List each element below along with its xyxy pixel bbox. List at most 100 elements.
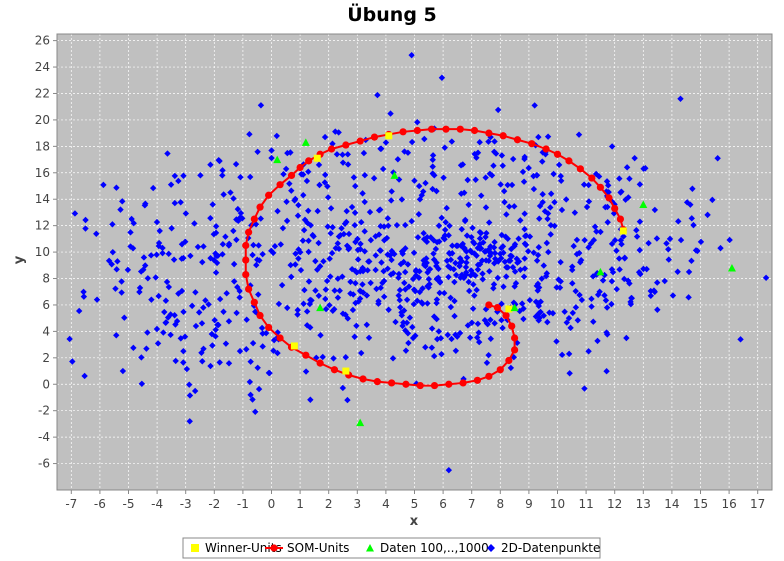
data-point (357, 268, 364, 275)
y-tick-label: 22 (35, 86, 50, 100)
data-point (557, 177, 565, 184)
data-point (677, 236, 685, 244)
data-point (255, 242, 262, 249)
data-point (623, 164, 631, 171)
data-point (636, 246, 643, 254)
data-point (603, 368, 610, 375)
data-point (223, 290, 230, 297)
data-point (247, 358, 254, 365)
x-tick-label: 4 (382, 497, 390, 511)
data-point (531, 102, 538, 109)
data-point (609, 269, 617, 276)
data-point (508, 253, 515, 260)
data-point (435, 222, 443, 229)
som-unit (485, 129, 493, 137)
data-point (645, 239, 652, 247)
data-point (530, 172, 537, 180)
data-point (430, 250, 437, 257)
data-point (225, 240, 233, 248)
data-point (737, 336, 744, 343)
data-point (485, 351, 492, 359)
data-point (254, 148, 261, 155)
som-unit (510, 334, 519, 342)
data-point (408, 138, 416, 146)
data-point (234, 283, 241, 291)
data-point (545, 248, 552, 256)
data-point (314, 207, 321, 215)
som-unit (316, 359, 324, 367)
data-point (213, 259, 221, 267)
data-point (317, 332, 324, 339)
data-point (321, 179, 329, 186)
data-point (540, 262, 547, 269)
data-point (467, 247, 474, 254)
data-point (518, 300, 526, 307)
y-axis-label: y (12, 255, 27, 264)
data-point (159, 244, 166, 252)
data-point (138, 380, 146, 387)
data-point (283, 198, 290, 205)
data-point (486, 170, 494, 177)
data-point (462, 216, 469, 224)
data-point (168, 225, 175, 232)
data-point (403, 319, 411, 326)
x-tick-label: 0 (268, 497, 276, 511)
data-point (287, 261, 294, 269)
data-point (412, 266, 420, 274)
data-point (349, 306, 357, 314)
data-point (127, 229, 134, 236)
data-point (451, 278, 458, 286)
data-point (350, 291, 357, 298)
data-point (69, 358, 76, 365)
data-point (119, 367, 127, 375)
som-unit (330, 366, 339, 374)
data-point (498, 317, 505, 324)
data-point (451, 297, 458, 305)
data-point (334, 294, 342, 301)
data-point (438, 350, 445, 358)
data-point (492, 150, 500, 157)
data-point (433, 315, 440, 323)
data-point (225, 318, 233, 325)
x-tick-label: 15 (693, 497, 708, 511)
data-point (422, 344, 429, 351)
data-point (569, 309, 577, 317)
data-point (376, 206, 384, 213)
data-point (445, 263, 452, 270)
data-point (332, 244, 339, 252)
data-point (547, 221, 555, 229)
data-point (328, 249, 336, 257)
y-tick-label: 14 (35, 192, 50, 206)
daten-point (356, 418, 365, 427)
data-point (628, 294, 635, 302)
data-point (431, 352, 438, 360)
som-unit (245, 285, 253, 293)
data-point (608, 266, 616, 273)
data-point (164, 150, 171, 157)
data-point (209, 201, 216, 208)
data-point (608, 300, 615, 308)
data-point (187, 252, 194, 260)
y-tick-label: -4 (38, 430, 50, 444)
data-point (243, 316, 250, 323)
data-point (236, 214, 244, 221)
data-point (473, 154, 480, 161)
data-point (533, 257, 541, 264)
data-point (499, 243, 507, 250)
data-point (332, 128, 339, 135)
som-unit (250, 215, 258, 223)
data-point (460, 274, 468, 282)
data-point (470, 238, 477, 246)
data-point (375, 297, 382, 305)
data-point (578, 296, 586, 304)
data-point (220, 191, 227, 198)
data-point (591, 223, 599, 230)
data-point (303, 308, 311, 315)
data-point (536, 202, 544, 210)
data-point (366, 208, 374, 216)
data-point (304, 219, 311, 227)
data-point (620, 233, 627, 240)
data-point (569, 280, 576, 287)
data-point (219, 251, 226, 258)
data-point (709, 196, 716, 204)
